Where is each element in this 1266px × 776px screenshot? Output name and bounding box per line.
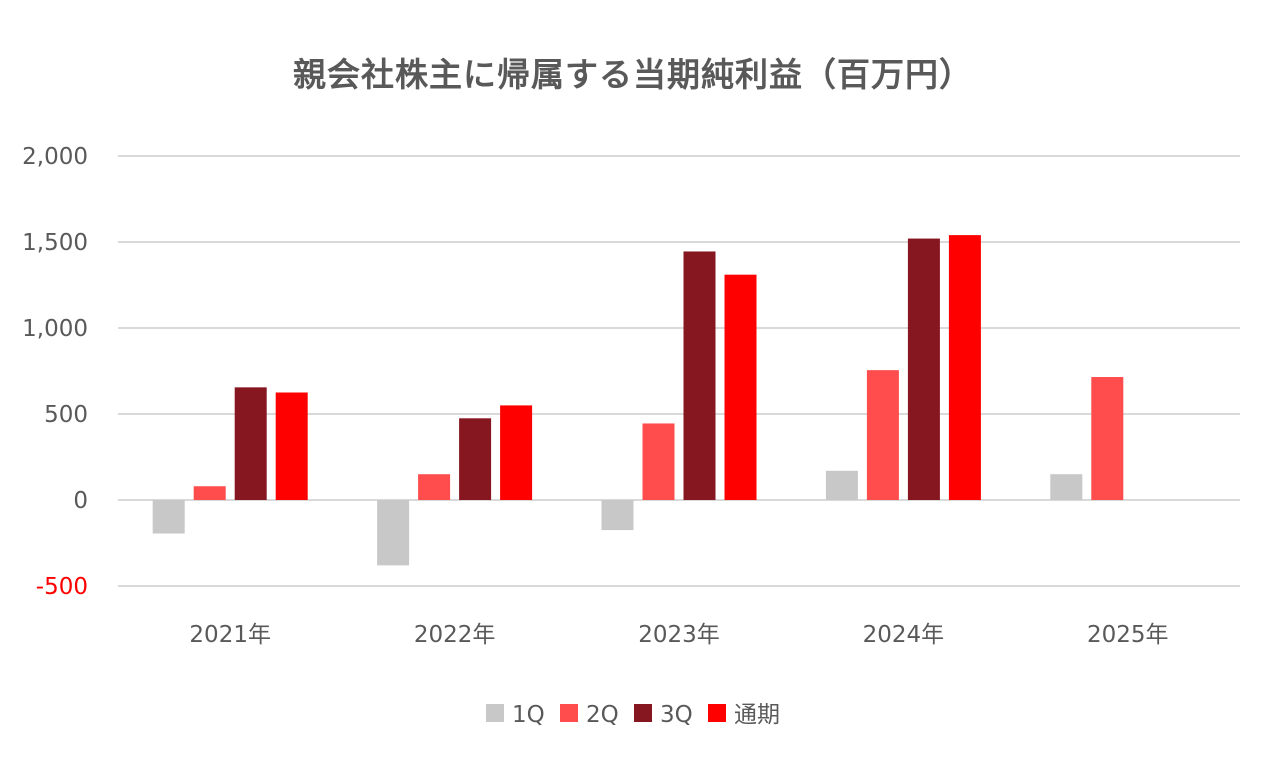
bar-1Q-2024年 bbox=[825, 470, 858, 500]
y-axis-tick-labels: -500 0 500 1,000 1,500 2,000 bbox=[22, 144, 88, 600]
bar-3Q-2023年 bbox=[683, 251, 716, 500]
x-category-label: 2021年 bbox=[189, 622, 271, 648]
y-tick-label: 1,500 bbox=[22, 230, 88, 256]
bar-2Q-2021年 bbox=[193, 486, 226, 500]
bar-通期-2022年 bbox=[500, 405, 533, 500]
legend: 1Q 2Q 3Q 通期 bbox=[486, 702, 780, 728]
x-category-label: 2024年 bbox=[863, 622, 945, 648]
legend-label-2Q: 2Q bbox=[586, 702, 619, 728]
bar-1Q-2025年 bbox=[1050, 474, 1083, 500]
x-category-label: 2022年 bbox=[414, 622, 496, 648]
y-tick-label: -500 bbox=[36, 574, 88, 600]
legend-label-通期: 通期 bbox=[734, 702, 780, 728]
bar-3Q-2022年 bbox=[459, 418, 492, 500]
legend-label-3Q: 3Q bbox=[660, 702, 693, 728]
legend-swatch-1Q bbox=[486, 704, 504, 722]
bars bbox=[152, 235, 1124, 566]
bar-1Q-2023年 bbox=[601, 500, 634, 531]
bar-通期-2023年 bbox=[724, 274, 757, 500]
bar-3Q-2021年 bbox=[234, 387, 267, 500]
chart-title: 親会社株主に帰属する当期純利益（百万円） bbox=[293, 55, 973, 94]
bar-2Q-2025年 bbox=[1091, 377, 1124, 500]
y-tick-label: 0 bbox=[73, 488, 88, 514]
legend-swatch-通期 bbox=[708, 704, 726, 722]
y-tick-label: 2,000 bbox=[22, 144, 88, 170]
x-axis-category-labels: 2021年 2022年 2023年 2024年 2025年 bbox=[189, 622, 1168, 648]
gridlines bbox=[118, 155, 1240, 587]
bar-通期-2021年 bbox=[275, 392, 308, 500]
y-tick-label: 500 bbox=[44, 402, 88, 428]
x-category-label: 2023年 bbox=[638, 622, 720, 648]
x-category-label: 2025年 bbox=[1087, 622, 1169, 648]
bar-通期-2024年 bbox=[948, 235, 981, 500]
bar-1Q-2021年 bbox=[152, 500, 185, 534]
legend-swatch-2Q bbox=[560, 704, 578, 722]
y-tick-label: 1,000 bbox=[22, 316, 88, 342]
legend-swatch-3Q bbox=[634, 704, 652, 722]
bar-2Q-2023年 bbox=[642, 423, 675, 500]
bar-2Q-2022年 bbox=[418, 474, 451, 500]
bar-1Q-2022年 bbox=[377, 500, 410, 566]
bar-2Q-2024年 bbox=[866, 370, 899, 500]
bar-3Q-2024年 bbox=[907, 238, 940, 500]
legend-label-1Q: 1Q bbox=[512, 702, 545, 728]
